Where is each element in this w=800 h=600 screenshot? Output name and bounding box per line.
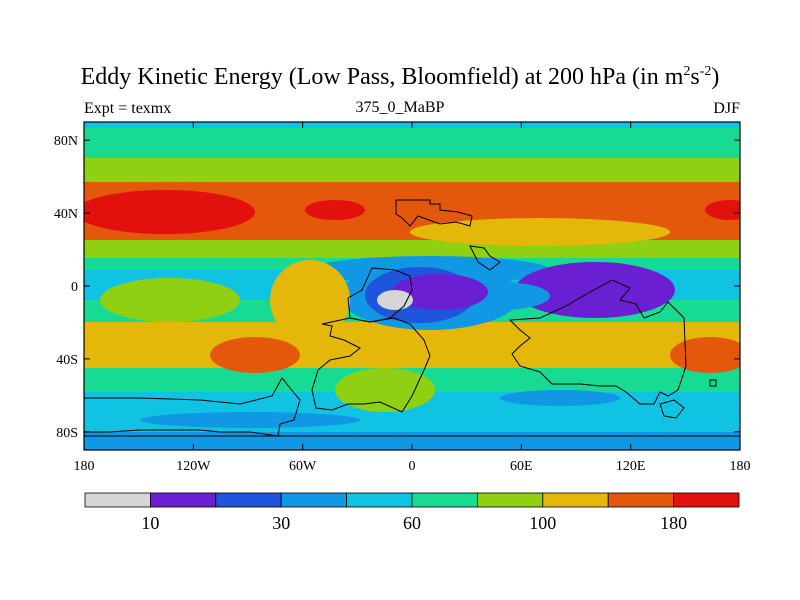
continent-outline (311, 317, 431, 413)
lon-tick-label: 60E (510, 459, 533, 474)
colorbar-label: 60 (403, 513, 421, 533)
contour-blob (270, 260, 350, 340)
colorbar-swatch (346, 492, 413, 508)
colorbar-label: 100 (529, 513, 556, 533)
lat-tick-label: 40S (56, 353, 78, 368)
contour-band (84, 240, 740, 258)
colorbar-swatch (673, 492, 740, 508)
colorbar-label: 30 (272, 513, 290, 533)
experiment-label: Expt = texmx (84, 100, 172, 117)
continent-outline (508, 279, 687, 405)
colorbar-swatch (607, 492, 675, 508)
contour-blob (140, 412, 360, 428)
eke-field (84, 122, 740, 450)
contour-blob (670, 337, 740, 373)
contour-blob (305, 200, 365, 220)
lon-tick-label: 180 (74, 459, 95, 474)
contour-blob (392, 274, 488, 310)
continent-outline (84, 377, 301, 437)
colorbar-label: 10 (141, 513, 159, 533)
continent-outline (709, 379, 717, 387)
colorbar-swatch (280, 492, 348, 508)
lat-tick-label: 80N (54, 134, 78, 149)
colorbar-swatch (411, 492, 478, 508)
continent-outline (395, 199, 473, 227)
continent-outline (347, 267, 413, 323)
contour-blob (84, 190, 255, 234)
contour-blob (210, 337, 300, 373)
colorbar-swatch (84, 492, 151, 508)
continent-outline (469, 245, 501, 271)
lon-tick-label: 60W (289, 459, 317, 474)
figure-title: Eddy Kinetic Energy (Low Pass, Bloomfiel… (80, 64, 720, 90)
colorbar-swatch (542, 492, 609, 508)
contour-blob (410, 218, 670, 246)
colorbar-swatch (476, 492, 544, 508)
lon-tick-label: 120E (616, 459, 646, 474)
lon-tick-label: 180 (730, 459, 751, 474)
colorbar-swatch (215, 492, 282, 508)
continent-outline (659, 399, 685, 419)
contour-blob (705, 200, 740, 220)
lat-tick-label: 80S (56, 426, 78, 441)
season-label: DJF (713, 100, 740, 117)
contour-blob (500, 390, 620, 406)
colorbar-label: 180 (660, 513, 687, 533)
contour-band (84, 128, 740, 158)
colorbar-swatch (149, 492, 217, 508)
contour-band (84, 322, 740, 368)
lon-tick-label: 0 (409, 459, 416, 474)
contour-blob (100, 278, 240, 322)
lon-tick-label: 120W (176, 459, 211, 474)
contour-blob (377, 290, 413, 310)
lat-tick-label: 0 (71, 280, 78, 295)
contour-band (84, 158, 740, 182)
contour-blob (335, 368, 435, 412)
period-label: 375_0_MaBP (355, 99, 445, 116)
lat-tick-label: 40N (54, 207, 78, 222)
